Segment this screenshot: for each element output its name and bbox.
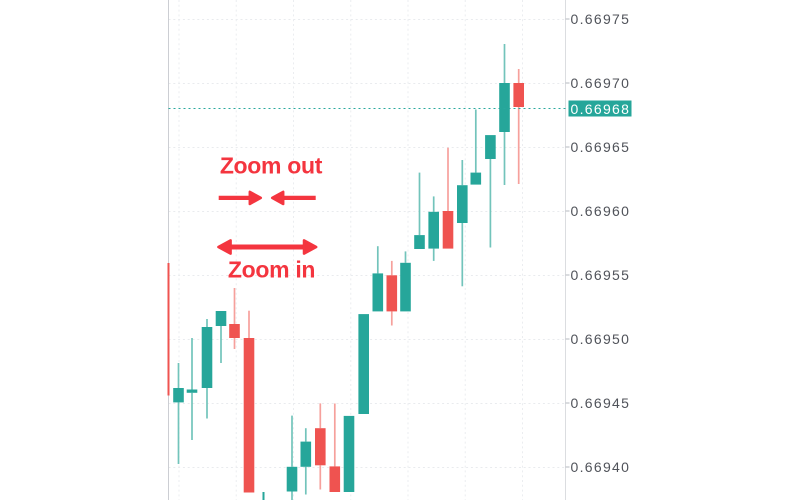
svg-text:0.66945: 0.66945 [571, 395, 631, 411]
svg-text:Zoom in: Zoom in [228, 257, 315, 283]
svg-text:0.66975: 0.66975 [571, 11, 631, 27]
svg-text:0.66970: 0.66970 [571, 75, 631, 91]
svg-text:0.66955: 0.66955 [571, 267, 631, 283]
svg-text:0.66960: 0.66960 [571, 203, 631, 219]
svg-text:Zoom out: Zoom out [220, 153, 323, 179]
svg-text:0.66950: 0.66950 [571, 331, 631, 347]
svg-text:0.66968: 0.66968 [571, 101, 631, 117]
svg-text:0.66940: 0.66940 [571, 459, 631, 475]
svg-text:0.66965: 0.66965 [571, 139, 631, 155]
